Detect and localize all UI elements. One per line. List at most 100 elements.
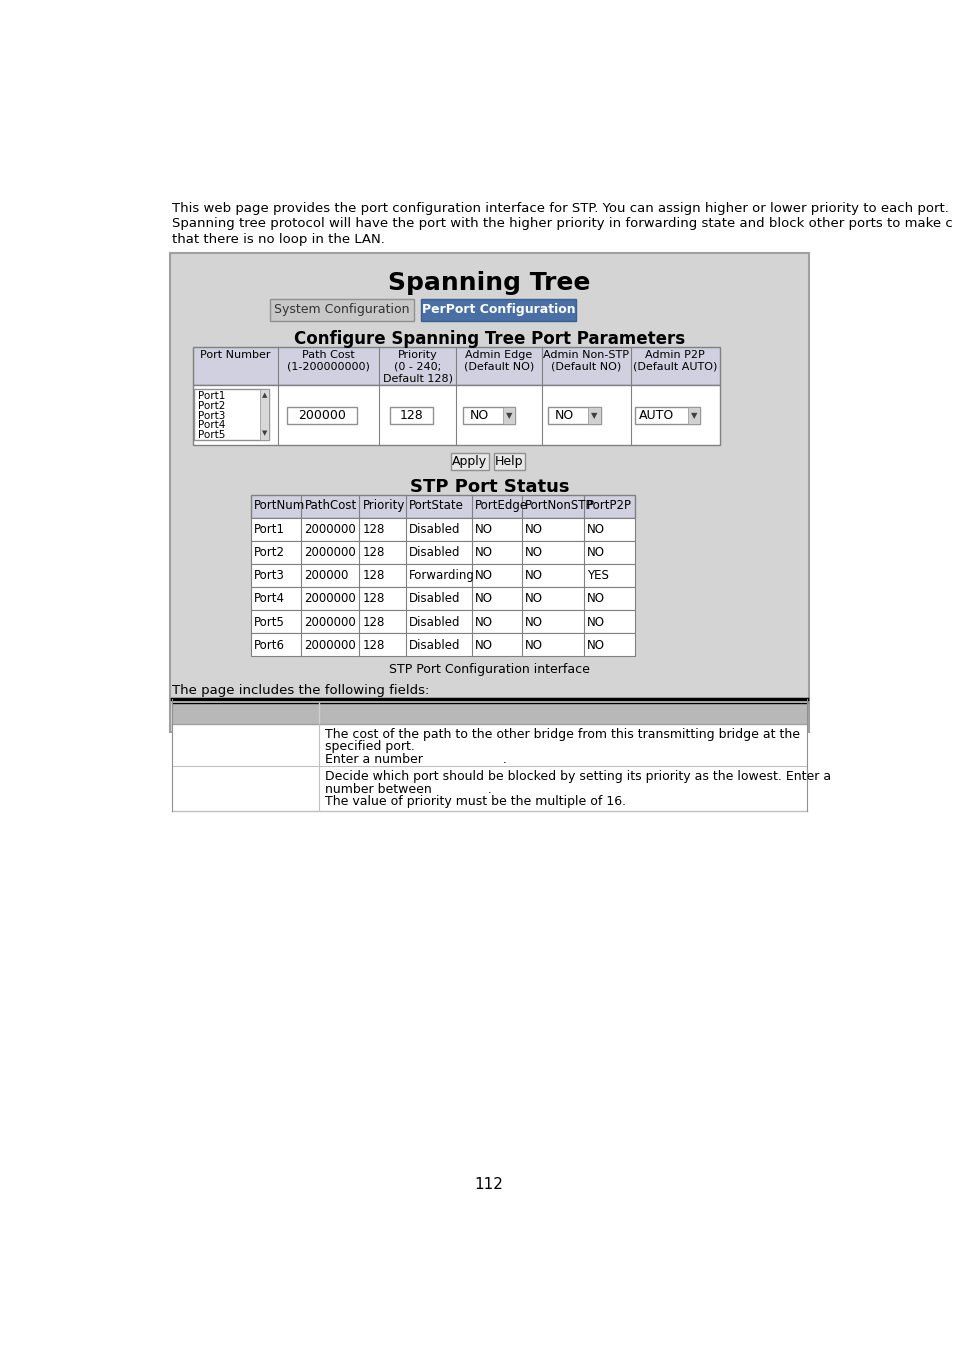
Bar — [421, 300, 576, 320]
Text: Port1: Port1 — [197, 392, 225, 401]
Text: 128: 128 — [362, 639, 385, 652]
Text: Decide which port should be blocked by setting its priority as the lowest. Enter: Decide which port should be blocked by s… — [325, 771, 831, 783]
Text: NO: NO — [525, 547, 543, 559]
Bar — [450, 454, 489, 470]
Text: Spanning Tree: Spanning Tree — [388, 271, 590, 296]
Text: Admin P2P
(Default AUTO): Admin P2P (Default AUTO) — [633, 350, 717, 371]
Bar — [172, 767, 806, 811]
Text: Port4: Port4 — [253, 593, 285, 605]
Text: PathCost: PathCost — [304, 500, 356, 512]
Bar — [587, 406, 599, 424]
Text: NO: NO — [587, 547, 605, 559]
Bar — [287, 406, 356, 424]
Bar — [172, 702, 806, 724]
Text: 2000000: 2000000 — [304, 639, 355, 652]
Text: 2000000: 2000000 — [304, 547, 355, 559]
Text: NO: NO — [470, 409, 489, 421]
Bar — [251, 518, 634, 541]
Text: ▲: ▲ — [261, 393, 267, 398]
Text: NO: NO — [555, 409, 574, 421]
Bar — [251, 541, 634, 564]
Text: Enter a number                    .: Enter a number . — [325, 752, 507, 765]
Text: Disabled: Disabled — [409, 524, 460, 536]
Text: Forwarding: Forwarding — [409, 570, 475, 582]
Bar — [251, 494, 634, 518]
Text: Apply: Apply — [452, 455, 487, 468]
Text: PortNonSTP: PortNonSTP — [525, 500, 593, 512]
Text: The cost of the path to the other bridge from this transmitting bridge at the: The cost of the path to the other bridge… — [325, 728, 800, 741]
Text: Path Cost
(1-200000000): Path Cost (1-200000000) — [287, 350, 370, 371]
Bar — [547, 406, 599, 424]
Text: NO: NO — [475, 593, 493, 605]
Text: 128: 128 — [399, 409, 423, 421]
Text: Port2: Port2 — [197, 401, 225, 412]
Text: The value of priority must be the multiple of 16.: The value of priority must be the multip… — [325, 795, 626, 807]
Text: specified port.: specified port. — [325, 740, 415, 753]
Text: NO: NO — [475, 524, 493, 536]
Text: 128: 128 — [362, 547, 385, 559]
Bar — [634, 406, 700, 424]
Bar — [270, 300, 414, 320]
Text: Spanning tree protocol will have the port with the higher priority in forwarding: Spanning tree protocol will have the por… — [172, 217, 953, 231]
Text: Disabled: Disabled — [409, 547, 460, 559]
Text: This web page provides the port configuration interface for STP. You can assign : This web page provides the port configur… — [172, 202, 948, 215]
Text: STP Port Status: STP Port Status — [409, 478, 569, 495]
Text: Disabled: Disabled — [409, 639, 460, 652]
Text: Help: Help — [495, 455, 523, 468]
Bar — [494, 454, 524, 470]
Text: Port3: Port3 — [253, 570, 285, 582]
Text: NO: NO — [525, 570, 543, 582]
Bar — [193, 385, 720, 446]
Text: NO: NO — [587, 593, 605, 605]
Text: PortP2P: PortP2P — [587, 500, 632, 512]
Bar — [502, 406, 515, 424]
Text: Port3: Port3 — [197, 410, 225, 421]
Text: ▼: ▼ — [690, 410, 697, 420]
Text: Admin Edge
(Default NO): Admin Edge (Default NO) — [463, 350, 534, 371]
Bar — [172, 724, 806, 767]
Text: NO: NO — [475, 547, 493, 559]
Text: 128: 128 — [362, 593, 385, 605]
Text: Configure Spanning Tree Port Parameters: Configure Spanning Tree Port Parameters — [294, 329, 684, 348]
Text: 128: 128 — [362, 570, 385, 582]
Text: Admin Non-STP
(Default NO): Admin Non-STP (Default NO) — [542, 350, 629, 371]
Text: Port5: Port5 — [197, 429, 225, 440]
Text: NO: NO — [475, 616, 493, 629]
Text: PerPort Configuration: PerPort Configuration — [422, 304, 576, 316]
Text: Priority
(0 - 240;
Default 128): Priority (0 - 240; Default 128) — [382, 350, 452, 383]
Text: 2000000: 2000000 — [304, 524, 355, 536]
Text: 128: 128 — [362, 616, 385, 629]
Text: ▼: ▼ — [591, 410, 597, 420]
Text: System Configuration: System Configuration — [274, 304, 410, 316]
Text: NO: NO — [525, 616, 543, 629]
Bar — [687, 406, 700, 424]
Bar — [193, 347, 720, 385]
Text: 2000000: 2000000 — [304, 593, 355, 605]
Text: AUTO: AUTO — [638, 409, 673, 421]
Text: Port4: Port4 — [197, 420, 225, 431]
Text: Port1: Port1 — [253, 524, 285, 536]
Text: ▼: ▼ — [505, 410, 512, 420]
Text: 200000: 200000 — [304, 570, 349, 582]
Text: Port Number: Port Number — [200, 350, 271, 360]
Bar — [462, 406, 515, 424]
Text: Port6: Port6 — [253, 639, 285, 652]
Text: PortEdge: PortEdge — [475, 500, 528, 512]
Text: NO: NO — [587, 639, 605, 652]
Text: NO: NO — [587, 616, 605, 629]
Text: 128: 128 — [362, 524, 385, 536]
Bar — [259, 389, 269, 440]
Text: NO: NO — [587, 524, 605, 536]
Text: ▼: ▼ — [261, 431, 267, 436]
Text: Disabled: Disabled — [409, 616, 460, 629]
Text: STP Port Configuration interface: STP Port Configuration interface — [389, 663, 589, 675]
Bar — [251, 633, 634, 656]
Text: NO: NO — [475, 570, 493, 582]
Bar — [251, 610, 634, 633]
Bar — [251, 587, 634, 610]
Text: NO: NO — [475, 639, 493, 652]
Text: PortNum: PortNum — [253, 500, 305, 512]
Text: that there is no loop in the LAN.: that there is no loop in the LAN. — [172, 232, 384, 246]
Text: 2000000: 2000000 — [304, 616, 355, 629]
Text: number between              .: number between . — [325, 783, 492, 795]
